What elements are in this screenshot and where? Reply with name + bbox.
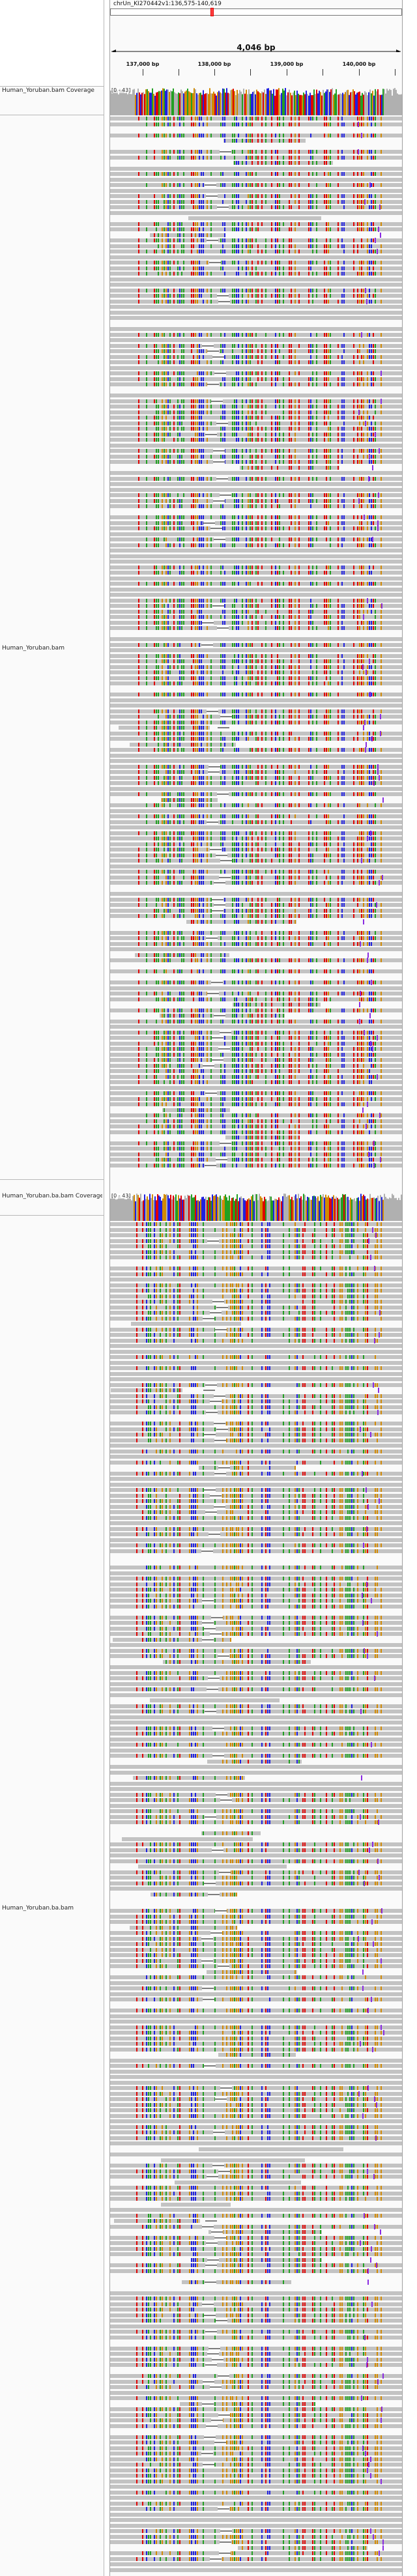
ruler-tick-label-4: 140,000 bp — [342, 61, 376, 67]
coverage-range-label-1: [0 - 43] — [111, 87, 131, 93]
alignment-track-1[interactable] — [110, 116, 402, 1178]
track-name-panel: Human_Yoruban.bam Coverage Human_Yoruban… — [0, 0, 104, 2576]
track-name-coverage-2[interactable]: Human_Yoruban.ba.bam Coverage — [2, 1193, 102, 1199]
track-name-coverage-1[interactable]: Human_Yoruban.bam Coverage — [2, 87, 94, 94]
ruler-tick-label-2: 138,000 bp — [197, 61, 231, 67]
data-panel[interactable]: chrUn_KI270442v1:136,575-140,619 4,046 b… — [109, 0, 403, 2576]
header-name-spacer — [0, 0, 104, 87]
coverage-track-2[interactable]: [0 - 43] — [110, 1192, 402, 1221]
ruler-tick-label-3: 139,000 bp — [270, 61, 304, 67]
ideogram-current-region-marker[interactable] — [210, 8, 214, 16]
scrollbar[interactable] — [404, 0, 417, 2576]
span-arrow — [111, 50, 401, 52]
locus-label: chrUn_KI270442v1:136,575-140,619 — [113, 1, 222, 7]
coverage-track-1[interactable]: [0 - 43] — [110, 87, 402, 115]
track-name-alignments-2[interactable]: Human_Yoruban.ba.bam — [2, 1905, 74, 1911]
chromosome-ideogram[interactable] — [110, 8, 402, 16]
alignment-track-2[interactable] — [110, 1222, 402, 2576]
panel-gutter — [104, 0, 109, 2576]
coverage-range-label-2: [0 - 43] — [111, 1193, 131, 1199]
ruler-tick-label-1: 137,000 bp — [126, 61, 160, 67]
span-label: 4,046 bp — [237, 43, 276, 52]
track-name-alignments-1[interactable]: Human_Yoruban.bam — [2, 645, 65, 651]
